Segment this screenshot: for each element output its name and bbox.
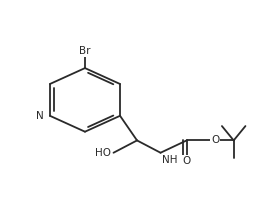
Text: O: O [211,135,219,145]
Text: NH: NH [162,155,177,165]
Text: HO: HO [95,148,111,158]
Text: O: O [182,156,191,166]
Text: N: N [36,111,43,121]
Text: Br: Br [79,46,91,56]
